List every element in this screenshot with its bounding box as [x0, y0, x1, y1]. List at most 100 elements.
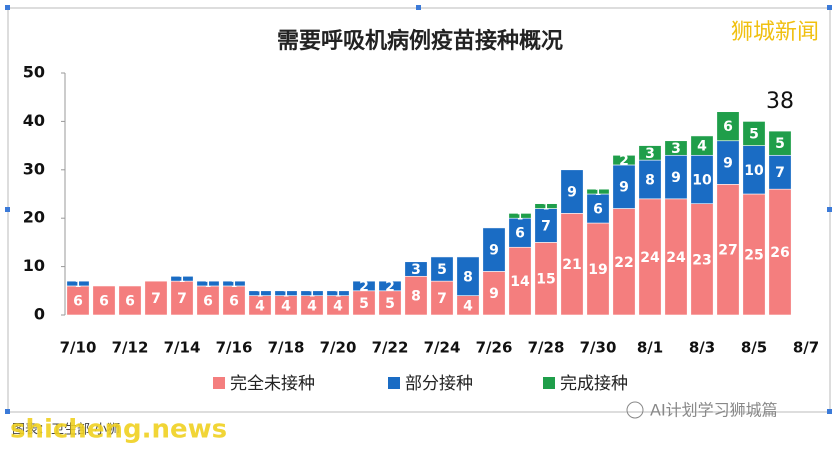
x-tick-label: 7/30: [580, 339, 617, 357]
legend-label: 完全未接种: [230, 374, 315, 394]
x-tick-label: 7/10: [60, 339, 97, 357]
x-tick-label: 7/16: [216, 339, 253, 357]
data-label: 2: [385, 279, 395, 295]
data-label: 5: [775, 136, 785, 152]
data-label: 6: [723, 119, 733, 135]
annotation: 38: [766, 89, 794, 114]
data-label: 5: [359, 296, 369, 312]
bar-segment: [404, 261, 428, 277]
data-label: 10: [692, 172, 712, 188]
data-label: 8: [411, 289, 421, 305]
bar-segment: [690, 135, 714, 156]
data-label: 2: [619, 153, 629, 169]
y-tick-label: 10: [23, 256, 45, 275]
handles: [5, 5, 832, 414]
data-label: 6: [125, 293, 135, 309]
bar-segment: [612, 154, 636, 166]
data-label: 8: [645, 172, 655, 188]
data-label: 5: [437, 262, 447, 278]
x-tick-label: 7/28: [528, 339, 565, 357]
data-label: 25: [744, 248, 763, 264]
data-label: 1: [231, 280, 237, 290]
bar-segment: [92, 285, 116, 316]
x-tick-label: 7/12: [112, 339, 149, 357]
bar-segment: [378, 280, 402, 292]
data-label: 9: [567, 185, 577, 201]
data-label: 4: [697, 139, 707, 155]
x-tick-label: 8/1: [637, 339, 663, 357]
bar-segment: [742, 121, 766, 146]
data-label: 1: [75, 280, 81, 290]
data-label: 2: [359, 279, 369, 295]
bar-segment: [170, 275, 194, 282]
legend-swatch: [388, 377, 400, 389]
y-tick-label: 50: [23, 63, 45, 82]
data-label: 6: [99, 293, 109, 309]
bar-segment: [586, 188, 610, 195]
y-tick-label: 30: [23, 159, 45, 178]
data-label: 3: [671, 141, 681, 157]
data-label: 5: [385, 296, 395, 312]
bar-segment: [560, 169, 584, 214]
data-label: 4: [463, 298, 473, 314]
data-label: 6: [515, 226, 525, 242]
data-label: 9: [489, 286, 499, 302]
legend-label: 完成接种: [560, 374, 628, 394]
data-label: 7: [177, 291, 187, 307]
bar-segment: [482, 227, 506, 272]
data-label: 27: [718, 243, 737, 259]
bar-segment: [430, 256, 454, 282]
data-label: 14: [510, 274, 530, 290]
x-tick-label: 8/5: [741, 339, 767, 357]
data-label: 21: [562, 257, 581, 273]
data-label: 3: [411, 262, 421, 278]
y-tick-label: 0: [34, 305, 45, 324]
site: shicheng.news: [10, 415, 227, 445]
data-label: 3: [645, 146, 655, 162]
data-label: 4: [255, 298, 265, 314]
data-label: 15: [536, 272, 555, 288]
chart-title: 需要呼吸机病例疫苗接种概况: [277, 28, 563, 54]
x-tick-label: 7/22: [372, 339, 409, 357]
bar-segment: [66, 280, 90, 287]
data-label: 9: [489, 243, 499, 259]
data-label: 4: [307, 298, 317, 314]
data-label: 8: [463, 269, 473, 285]
source: 图表：卫生部 小狮: [12, 423, 120, 438]
data-label: 5: [749, 127, 759, 143]
data-label: 7: [541, 218, 551, 234]
data-label: 1: [309, 290, 315, 300]
data-label: 1: [205, 280, 211, 290]
x-tick-label: 7/24: [424, 339, 461, 357]
legend-label: 部分接种: [405, 374, 473, 394]
data-label: 1: [543, 203, 549, 213]
bar-segment: [508, 213, 532, 219]
data-label: 22: [614, 255, 633, 271]
data-label: 10: [744, 163, 764, 179]
bar-segment: [326, 290, 350, 296]
x-tick-label: 7/20: [320, 339, 357, 357]
wechat-icon: [626, 401, 644, 419]
bar-segment: [638, 145, 662, 161]
data-label: 6: [73, 293, 83, 309]
bar-segment: [196, 280, 220, 287]
account: AI计划学习狮城篇: [650, 401, 778, 420]
data-label: 1: [179, 275, 185, 285]
y-tick-label: 40: [23, 111, 45, 130]
data-label: 24: [640, 250, 660, 266]
bar-segment: [118, 285, 142, 316]
data-label: 9: [671, 170, 681, 186]
data-label: 7: [151, 291, 161, 307]
x-tick-label: 7/18: [268, 339, 305, 357]
y-tick-label: 20: [23, 208, 45, 227]
bar-segment: [144, 280, 168, 316]
bar-segment: [274, 290, 298, 296]
data-label: 1: [517, 212, 523, 222]
bar-segment: [456, 256, 480, 296]
data-label: 7: [775, 165, 785, 181]
legend-swatch: [213, 377, 225, 389]
data-label: 23: [692, 252, 711, 268]
data-label: 4: [281, 298, 291, 314]
